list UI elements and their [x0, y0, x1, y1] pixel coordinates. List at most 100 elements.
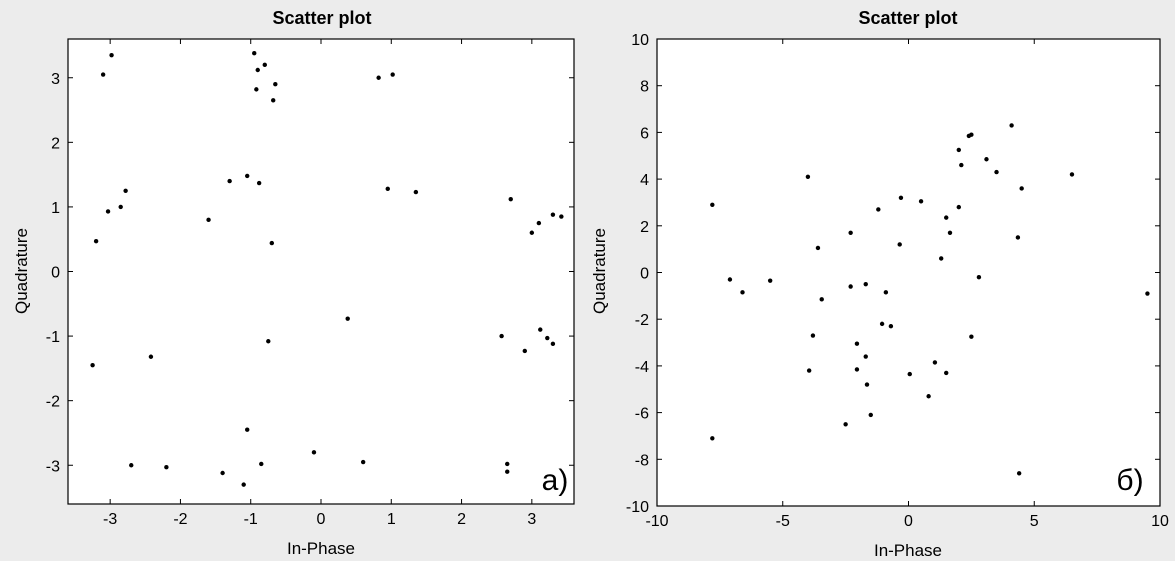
scatter-point-b — [994, 169, 999, 175]
x-tick-label-b: 10 — [1151, 513, 1169, 530]
y-tick-label-a: 3 — [51, 71, 60, 88]
scatter-point-a — [545, 335, 550, 341]
scatter-point-b — [710, 202, 715, 207]
scatter-point-a — [550, 341, 556, 347]
scatter-point-b — [897, 242, 902, 247]
x-axis-a: -3 -2 -1 0 1 2 3 — [103, 39, 536, 528]
scatter-point-b — [1019, 186, 1024, 191]
scatter-point-b — [956, 147, 961, 153]
scatter-point-a — [262, 62, 267, 68]
scatter-point-b — [938, 256, 944, 261]
y-tick-label-b: -10 — [626, 499, 649, 516]
scatter-point-b — [863, 281, 868, 287]
scatter-point-b — [710, 436, 715, 441]
x-tick-label-b: 0 — [904, 513, 913, 530]
y-tick-label-a: 1 — [51, 200, 60, 217]
scatter-point-a — [123, 188, 128, 193]
chart-title-a: Scatter plot — [272, 8, 371, 28]
scatter-point-a — [345, 316, 350, 321]
scatter-point-a — [164, 464, 169, 470]
scatter-point-b — [1009, 123, 1014, 128]
scatter-point-a — [273, 82, 278, 87]
scatter-point-b — [868, 412, 873, 418]
scatter-point-a — [269, 240, 275, 246]
y-tick-label-b: 10 — [631, 32, 649, 49]
scatter-series-b — [710, 123, 1150, 476]
y-axis-b: -10 -8 -6 -4 -2 0 2 4 6 8 10 — [626, 32, 1160, 516]
x-axis-label-b: In-Phase — [874, 541, 942, 560]
y-tick-label-b: 8 — [640, 79, 649, 96]
scatter-point-a — [508, 196, 513, 202]
y-tick-label-b: -8 — [635, 452, 649, 469]
y-tick-label-b: 6 — [640, 125, 649, 142]
x-tick-label-b: -10 — [645, 513, 668, 530]
scatter-point-a — [259, 461, 264, 467]
scatter-point-a — [550, 212, 556, 217]
scatter-point-a — [505, 461, 510, 467]
y-tick-label-a: -2 — [46, 394, 60, 411]
scatter-series-a — [90, 51, 564, 487]
scatter-point-b — [984, 157, 989, 162]
x-axis-label-a: In-Phase — [287, 539, 355, 558]
scatter-point-a — [129, 463, 134, 468]
scatter-point-b — [805, 174, 811, 179]
scatter-point-b — [956, 204, 961, 210]
scatter-point-a — [271, 98, 276, 103]
scatter-point-a — [220, 470, 225, 476]
scatter-point-b — [806, 368, 812, 373]
scatter-point-a — [93, 238, 99, 244]
x-tick-label-a: -3 — [103, 511, 117, 528]
x-tick-label-a: 1 — [387, 511, 396, 528]
scatter-point-a — [536, 220, 542, 226]
scatter-point-b — [1145, 291, 1150, 296]
scatter-point-b — [926, 394, 931, 399]
scatter-point-b — [918, 199, 924, 204]
x-tick-label-a: 0 — [317, 511, 326, 528]
scatter-point-a — [252, 51, 257, 56]
scatter-point-b — [1069, 172, 1075, 177]
y-tick-label-b: -4 — [635, 359, 649, 376]
scatter-point-a — [245, 427, 250, 432]
y-tick-label-b: 2 — [640, 219, 649, 236]
y-tick-label-a: -3 — [46, 458, 60, 475]
scatter-point-b — [864, 382, 870, 387]
scatter-point-b — [932, 360, 938, 365]
scatter-point-b — [944, 215, 949, 220]
x-axis-b: -10 -5 0 5 10 — [645, 39, 1169, 530]
scatter-point-a — [538, 327, 543, 332]
y-tick-label-a: 0 — [51, 265, 60, 282]
scatter-point-b — [863, 354, 868, 359]
scatter-point-b — [879, 321, 885, 327]
scatter-point-a — [105, 209, 111, 214]
y-tick-label-b: -6 — [635, 406, 649, 423]
scatter-point-a — [311, 450, 317, 455]
y-tick-label-b: -2 — [635, 312, 649, 329]
y-axis-label-b: Quadrature — [590, 228, 609, 314]
scatter-point-b — [959, 162, 964, 168]
scatter-point-b — [876, 207, 881, 212]
scatter-point-b — [767, 278, 773, 283]
scatter-point-a — [413, 189, 419, 195]
scatter-point-a — [376, 75, 381, 80]
scatter-panel-b: Scatter plot -10 -8 -6 -4 -2 0 2 4 6 8 10 -10 -5 0 5 1… — [589, 0, 1175, 561]
y-tick-label-b: 4 — [640, 172, 649, 189]
panel-label-a: a) — [542, 464, 569, 497]
scatter-point-b — [888, 324, 894, 329]
scatter-point-a — [360, 459, 366, 465]
scatter-point-b — [976, 274, 982, 280]
scatter-point-b — [947, 230, 953, 236]
scatter-point-a — [385, 186, 390, 192]
scatter-point-b — [1016, 471, 1022, 476]
x-tick-label-b: -5 — [776, 513, 790, 530]
scatter-point-b — [810, 333, 816, 338]
scatter-point-b — [740, 290, 745, 295]
plot-area-a — [67, 38, 575, 505]
x-tick-label-a: 3 — [527, 511, 536, 528]
scatter-point-b — [898, 195, 904, 200]
scatter-point-b — [969, 334, 974, 339]
panel-label-b: б) — [1116, 464, 1143, 497]
scatter-point-a — [118, 204, 123, 210]
scatter-point-a — [90, 362, 95, 368]
scatter-point-b — [907, 371, 912, 377]
